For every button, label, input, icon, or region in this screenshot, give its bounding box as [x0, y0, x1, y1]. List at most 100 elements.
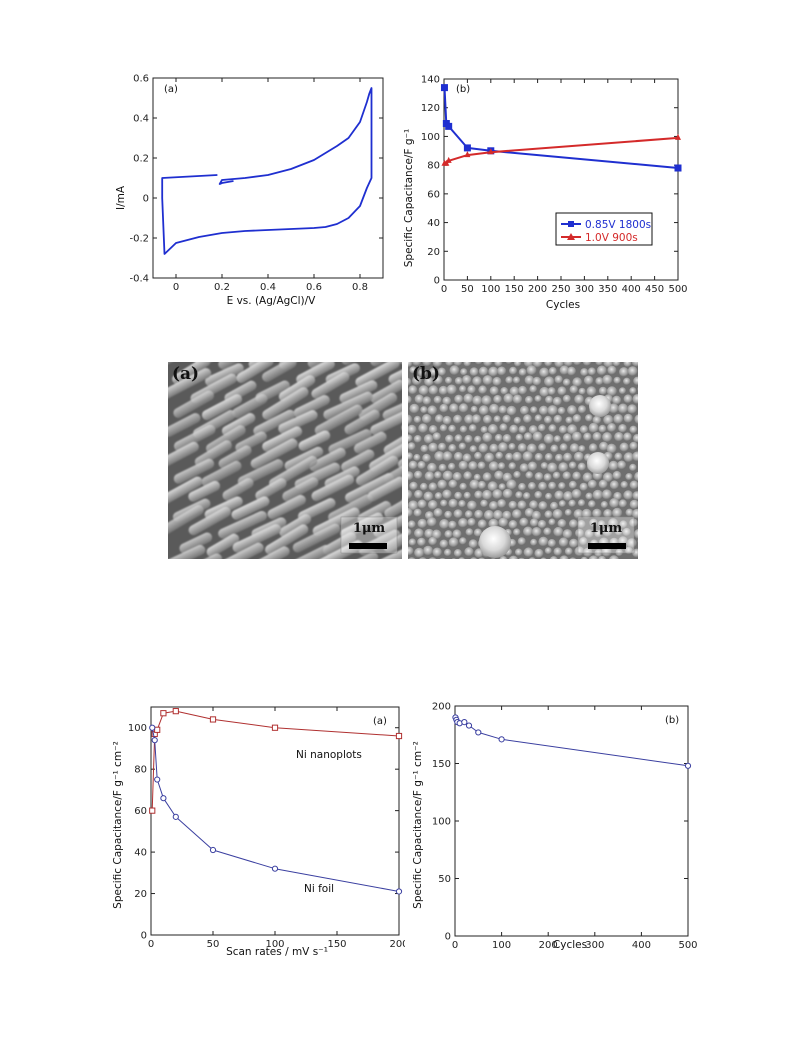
rate-frame	[150, 706, 400, 936]
sem-b-grain	[550, 444, 559, 453]
sem-b-grain	[412, 375, 422, 386]
cv-series-line-0	[161, 87, 373, 255]
sem-b-grain	[548, 481, 557, 490]
sem-a-rod	[373, 508, 402, 538]
sem-b-grain	[408, 377, 412, 387]
sem-a-rod	[278, 410, 318, 434]
sem-b-grain	[487, 481, 498, 492]
sem-b-grain	[432, 362, 443, 368]
sem-b-grain	[564, 547, 573, 556]
rate-point	[149, 807, 156, 814]
cycling-top-frame	[443, 78, 679, 281]
sem-b-grain	[468, 461, 478, 471]
sem-a-rod	[179, 532, 213, 554]
cycling-bottom-ytick-label: 50	[438, 874, 451, 885]
sem-b-grain	[459, 482, 467, 491]
rate-series-line-1	[151, 727, 400, 892]
sem-b-grain	[448, 424, 457, 433]
sem-b-grain	[592, 432, 602, 442]
sem-b-grain	[445, 362, 454, 367]
sem-b-grain	[508, 443, 516, 451]
sem-b-grain	[419, 482, 428, 491]
sem-b-grain	[589, 518, 598, 528]
sem-b-grain	[463, 471, 473, 481]
cv-xtick-label: 0.2	[214, 282, 230, 293]
sem-b-grain	[587, 479, 597, 489]
sem-b-grain	[489, 443, 499, 453]
sem-b-grain	[634, 471, 638, 482]
rate-point	[209, 846, 217, 854]
cycling-top-xtick-label: 0	[441, 284, 447, 295]
sem-b-grain	[602, 432, 613, 443]
sem-b-grain	[469, 367, 479, 377]
sem-b-grain	[417, 499, 427, 509]
sem-b-grain	[423, 545, 434, 556]
sem-b-grain	[428, 385, 439, 396]
sem-b-grain	[543, 473, 552, 482]
sem-b-grain	[459, 425, 468, 434]
sem-a-rod	[231, 496, 270, 520]
sem-b-grain	[585, 414, 593, 422]
sem-b-grain	[532, 362, 543, 368]
rate-point	[160, 795, 167, 802]
sem-b-grain	[408, 434, 413, 443]
cv-xtick-label: 0.4	[260, 282, 276, 293]
sem-b-grain	[482, 472, 492, 482]
sem-b-grain	[569, 538, 579, 548]
rate-ytick-label: 0	[141, 931, 147, 942]
sem-b-grain	[523, 414, 532, 424]
sem-b-grain	[602, 526, 613, 537]
sem-b-grain	[512, 451, 522, 462]
cv-frame	[152, 77, 384, 279]
sem-b-grain	[534, 414, 543, 422]
sem-a-rod	[262, 426, 303, 452]
sem-b-grain	[632, 548, 638, 558]
sem-b-grain	[583, 432, 592, 442]
rate-point	[395, 732, 403, 740]
sem-b-grain	[524, 375, 535, 385]
sem-b-grain	[540, 557, 547, 559]
sem-b-grain	[498, 442, 508, 453]
sem-b-grain	[588, 555, 599, 559]
sem-b-grain	[509, 424, 519, 434]
sem-b-grain	[478, 366, 489, 376]
sem-b-grain	[534, 472, 544, 481]
sem-b-grain	[615, 548, 624, 557]
sem-b-grain	[617, 460, 627, 470]
sem-b-grain	[437, 479, 448, 490]
sem-b-grain	[442, 489, 452, 500]
sem-b-grain	[483, 362, 493, 367]
sem-b-grain	[563, 362, 574, 367]
sem-b-grain	[424, 471, 435, 482]
rate-ytick-label: 100	[128, 723, 147, 734]
sem-b-grain	[502, 414, 511, 424]
sem-b-grain	[464, 510, 473, 519]
sem-a-rod	[188, 506, 231, 536]
rate-point	[271, 865, 279, 872]
sem-b-grain	[497, 499, 507, 509]
cv-ytick-label: 0	[143, 194, 149, 205]
sem-b-grain	[609, 498, 620, 509]
sem-b-grain	[631, 508, 638, 519]
sem-b-grain	[444, 510, 453, 519]
sem-a-rod	[201, 461, 242, 487]
sem-b-grain	[629, 518, 638, 528]
cv-ytick-label: -0.4	[129, 274, 149, 285]
sem-b-grain	[413, 470, 423, 480]
sem-b-grain	[565, 416, 573, 424]
sem-b-grain	[619, 367, 629, 377]
sem-b-grain	[448, 479, 458, 489]
sem-b-grain	[454, 434, 463, 443]
sem-b-grain	[548, 518, 556, 526]
sem-image-b: 1μm (b)	[408, 362, 638, 559]
sem-b-grain	[487, 424, 499, 435]
rate-point	[149, 724, 156, 731]
sem-b-grain	[429, 367, 438, 377]
sem-b-grain	[547, 405, 558, 416]
sem-a-nanorods	[168, 362, 402, 559]
sem-a-rod	[232, 524, 282, 553]
sem-b-grain	[598, 424, 607, 433]
sem-b-grain	[424, 376, 434, 387]
sem-b-grain	[626, 538, 637, 549]
sem-b-grain	[414, 489, 423, 499]
